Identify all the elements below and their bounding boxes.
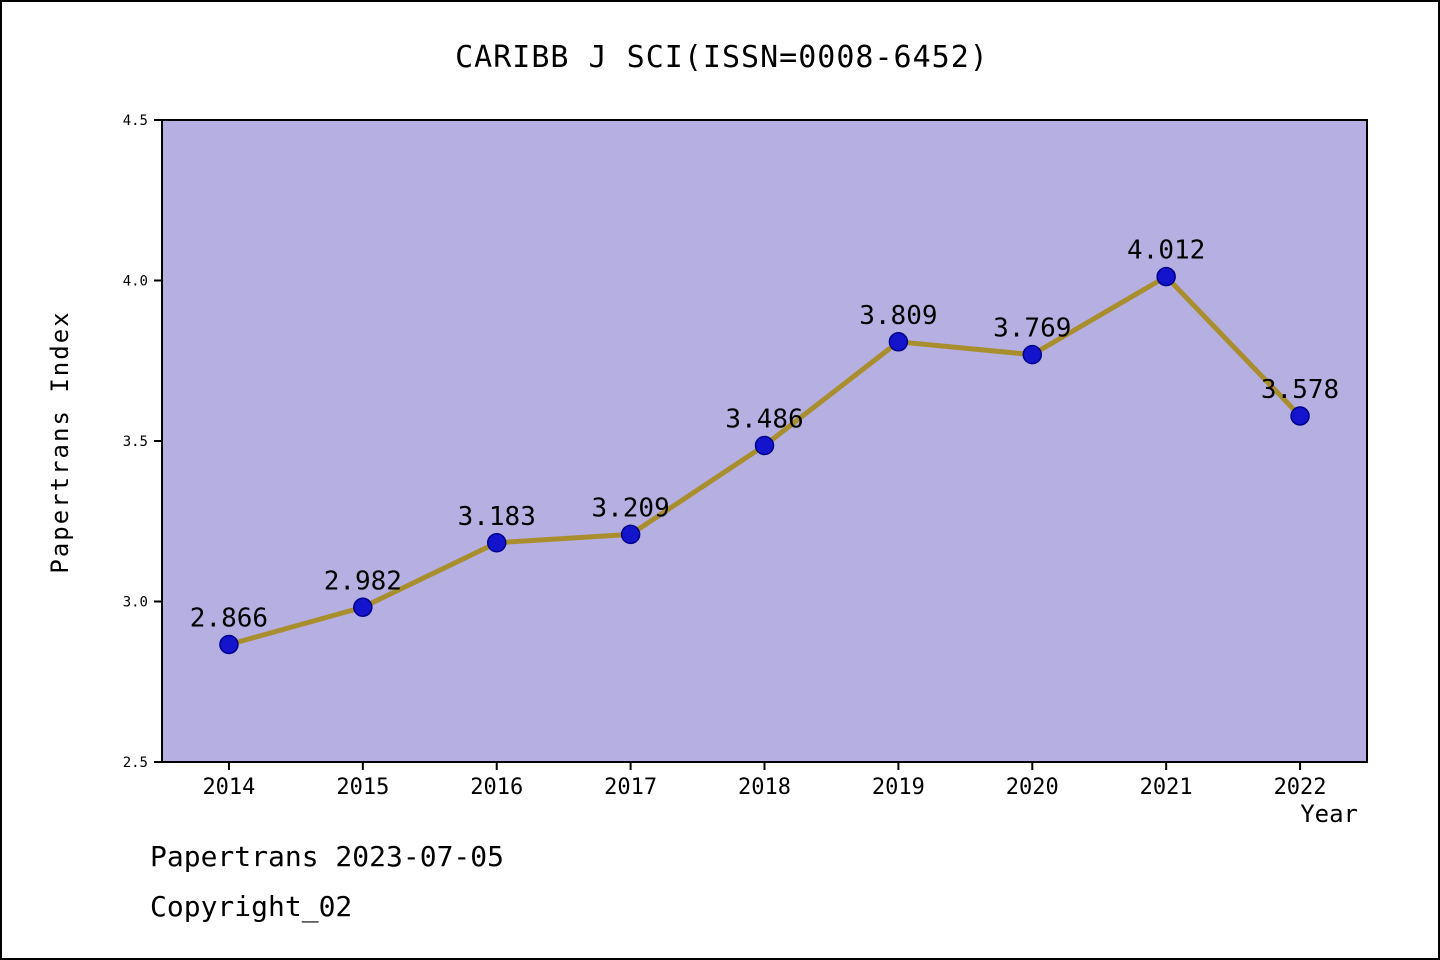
data-point-label: 3.209	[591, 493, 669, 523]
data-point-marker	[1290, 406, 1310, 426]
footer-copyright: Copyright_02	[150, 890, 353, 923]
x-axis-label: Year	[1300, 800, 1358, 828]
x-tick-label: 2017	[604, 775, 657, 800]
y-axis-label: Papertrans Index	[46, 310, 74, 574]
x-tick-label: 2019	[872, 775, 925, 800]
y-tick-label: 4.5	[123, 113, 148, 129]
data-point-marker	[1022, 344, 1043, 365]
data-point-label: 3.578	[1261, 375, 1339, 405]
data-point-marker	[620, 524, 641, 545]
y-tick-label: 3.0	[123, 595, 148, 611]
data-point-label: 3.769	[993, 314, 1071, 344]
x-tick-label: 2014	[202, 775, 255, 800]
x-tick-label: 2015	[336, 775, 389, 800]
data-point-label: 2.866	[190, 604, 268, 634]
data-point-label: 4.012	[1127, 236, 1205, 266]
data-point-marker	[754, 435, 775, 456]
footer-source-date: Papertrans 2023-07-05	[150, 840, 505, 873]
x-tick-label: 2022	[1274, 775, 1327, 800]
data-point-marker	[486, 533, 507, 553]
chart-title: CARIBB J SCI(ISSN=0008-6452)	[455, 40, 989, 75]
y-tick-label: 3.5	[123, 434, 148, 450]
y-tick-label: 2.5	[123, 755, 148, 771]
x-tick-label: 2016	[470, 775, 523, 800]
data-point-label: 3.183	[458, 502, 536, 532]
data-point-marker	[219, 634, 239, 655]
data-point-marker	[888, 332, 909, 352]
x-tick-label: 2020	[1006, 775, 1059, 800]
y-tick-label: 4.0	[123, 274, 148, 290]
data-point-label: 3.486	[725, 404, 803, 434]
data-point-marker	[1156, 266, 1176, 287]
data-point-label: 2.982	[324, 566, 402, 596]
data-point-label: 3.809	[859, 301, 937, 331]
x-tick-label: 2018	[738, 775, 791, 800]
x-tick-label: 2021	[1140, 775, 1193, 800]
data-point-marker	[353, 597, 373, 618]
